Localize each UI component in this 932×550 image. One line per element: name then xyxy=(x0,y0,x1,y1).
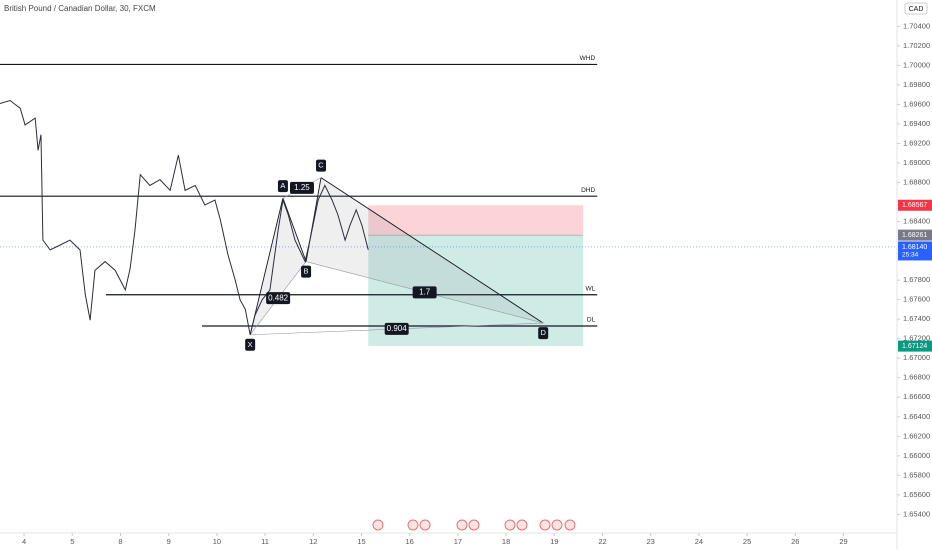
stop-zone xyxy=(368,205,584,236)
y-tick-label: 1.67000 xyxy=(903,353,930,362)
price-badge-label: 1.67124 xyxy=(902,343,927,350)
currency-badge[interactable] xyxy=(904,2,928,15)
x-tick-label: 22 xyxy=(598,537,606,546)
last-price-label: 1.68140 xyxy=(902,244,927,251)
y-tick-label: 1.66600 xyxy=(903,392,930,401)
level-label: DL xyxy=(587,317,596,324)
x-tick-label: 11 xyxy=(261,537,269,546)
ratio-badge xyxy=(384,322,409,335)
point-badge xyxy=(316,159,327,172)
point-label: C xyxy=(318,161,324,170)
pattern-leg xyxy=(249,198,284,335)
x-tick-label: 5 xyxy=(70,537,74,546)
x-tick-label: 25 xyxy=(743,537,751,546)
y-tick-label: 1.67400 xyxy=(903,314,930,323)
y-tick-label: 1.65600 xyxy=(903,490,930,499)
point-label: A xyxy=(280,181,285,190)
x-tick-label: 12 xyxy=(309,537,317,546)
countdown-label: 25:34 xyxy=(902,252,919,259)
event-icon[interactable] xyxy=(468,519,480,531)
y-tick-label: 1.68800 xyxy=(903,178,930,187)
y-tick-label: 1.67200 xyxy=(903,334,930,343)
event-icon[interactable] xyxy=(516,519,528,531)
point-badge xyxy=(301,265,312,278)
point-label: D xyxy=(541,328,547,337)
pattern-fill-xab xyxy=(250,198,307,335)
ratio-badge xyxy=(266,292,291,305)
pattern-leg xyxy=(320,177,544,324)
x-tick-label: 19 xyxy=(550,537,558,546)
x-tick-label: 9 xyxy=(167,537,171,546)
x-tick-label: 16 xyxy=(406,537,414,546)
ratio-label: 1.7 xyxy=(419,287,431,296)
y-tick-label: 1.70000 xyxy=(903,60,930,69)
point-badge xyxy=(277,180,288,193)
last-price-badge xyxy=(898,241,932,261)
x-tick-label: 10 xyxy=(213,537,221,546)
event-icon[interactable] xyxy=(504,519,516,531)
y-tick-label: 1.70200 xyxy=(903,41,930,50)
x-tick-label: 18 xyxy=(502,537,510,546)
level-label: DHD xyxy=(581,187,595,194)
y-tick-label: 1.65400 xyxy=(903,509,930,518)
x-tick-label: 8 xyxy=(118,537,122,546)
y-tick-label: 1.69200 xyxy=(903,138,930,147)
ratio-label: 0.904 xyxy=(387,324,408,333)
y-tick-label: 1.65800 xyxy=(903,470,930,479)
y-tick-label: 1.69600 xyxy=(903,99,930,108)
event-icon[interactable] xyxy=(539,519,551,531)
point-label: X xyxy=(248,340,253,349)
price-badge xyxy=(898,229,932,241)
y-tick-label: 1.69400 xyxy=(903,119,930,128)
y-tick-label: 1.67600 xyxy=(903,295,930,304)
y-tick-label: 1.69800 xyxy=(903,80,930,89)
y-tick-label: 1.66000 xyxy=(903,451,930,460)
x-tick-label: 26 xyxy=(791,537,799,546)
symbol-title: British Pound / Canadian Dollar, 30, FXC… xyxy=(4,4,156,13)
ratio-label: 1.25 xyxy=(294,183,310,192)
x-tick-label: 15 xyxy=(357,537,365,546)
x-tick-label: 24 xyxy=(695,537,703,546)
price-line xyxy=(0,99,369,335)
level-label: WHD xyxy=(580,55,596,62)
point-label: B xyxy=(304,267,309,276)
ratio-badge xyxy=(412,286,437,299)
pattern-fill-bcd xyxy=(306,177,544,324)
price-badge xyxy=(898,199,932,211)
ratio-label: 0.482 xyxy=(268,293,289,302)
point-badge xyxy=(538,327,549,340)
x-tick-label: 29 xyxy=(839,537,847,546)
y-tick-label: 1.66800 xyxy=(903,373,930,382)
price-badge-label: 1.68567 xyxy=(902,202,927,209)
x-tick-label: 17 xyxy=(454,537,462,546)
y-tick-label: 1.68400 xyxy=(903,217,930,226)
event-icon[interactable] xyxy=(456,519,468,531)
event-icon[interactable] xyxy=(551,519,563,531)
y-tick-label: 1.70400 xyxy=(903,21,930,30)
event-icon[interactable] xyxy=(564,519,576,531)
event-icons xyxy=(372,519,576,531)
y-tick-label: 1.66200 xyxy=(903,431,930,440)
pattern-leg xyxy=(282,197,307,262)
event-icon[interactable] xyxy=(419,519,431,531)
price-badge xyxy=(898,340,932,352)
y-tick-label: 1.66400 xyxy=(903,412,930,421)
point-badge xyxy=(245,338,256,351)
x-tick-label: 23 xyxy=(647,537,655,546)
currency-label: CAD xyxy=(909,6,924,13)
event-icon[interactable] xyxy=(372,519,384,531)
level-label: WL xyxy=(585,285,595,292)
price-badge-label: 1.68261 xyxy=(902,232,927,239)
event-icon[interactable] xyxy=(407,519,419,531)
y-tick-label: 1.67800 xyxy=(903,275,930,284)
y-tick-label: 1.69000 xyxy=(903,158,930,167)
x-tick-label: 4 xyxy=(22,537,26,546)
ratio-badge xyxy=(289,181,314,194)
